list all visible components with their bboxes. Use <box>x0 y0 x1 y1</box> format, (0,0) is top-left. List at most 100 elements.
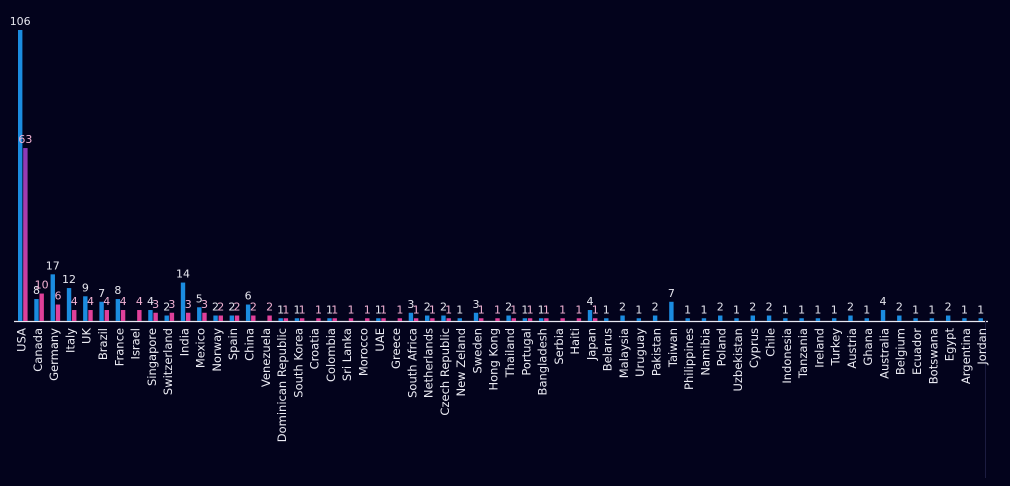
value-label-series1-13: 2 <box>228 301 235 314</box>
bar-series2-2 <box>55 304 61 321</box>
bars-layer <box>18 30 983 321</box>
x-tick-label: South Korea <box>291 328 305 398</box>
bar-series1-35 <box>587 310 593 321</box>
value-label-series1-11: 5 <box>196 292 203 305</box>
bar-series2-0 <box>23 148 28 321</box>
bar-series1-25 <box>425 315 430 321</box>
value-label-series2-13: 2 <box>234 301 241 314</box>
bar-series2-18 <box>316 318 321 321</box>
x-tick-label: UK <box>80 328 94 344</box>
value-label-series2-21: 1 <box>364 303 371 316</box>
x-tick-label: Indonesia <box>780 328 794 384</box>
value-label-series2-22: 1 <box>380 303 387 316</box>
value-label-series1-27: 1 <box>456 303 463 316</box>
value-label-series1-10: 14 <box>176 268 190 281</box>
value-label-series1-30: 2 <box>505 301 512 314</box>
value-label-series1-8: 4 <box>147 295 154 308</box>
value-label-series2-0: 63 <box>18 133 32 146</box>
value-label-series1-14: 6 <box>245 290 252 303</box>
x-tick-label: Belarus <box>601 328 615 371</box>
x-tick-label: Italy <box>63 328 77 353</box>
bar-series1-32 <box>538 318 544 321</box>
x-tick-label: Turkey <box>829 328 843 367</box>
value-label-series2-28: 1 <box>478 303 485 316</box>
bar-series2-19 <box>332 318 337 321</box>
bar-series2-31 <box>527 318 533 321</box>
value-label-series1-6: 8 <box>114 284 121 297</box>
x-tick-label: Uzbekistan <box>731 328 745 392</box>
bar-series2-7 <box>137 310 142 321</box>
value-label-series1-56: 1 <box>928 303 935 316</box>
bar-series2-14 <box>251 315 256 321</box>
x-tick-label: Jordan <box>975 328 989 366</box>
bar-series1-53 <box>880 310 886 321</box>
bar-series1-24 <box>408 312 414 321</box>
value-label-series1-5: 7 <box>98 287 105 300</box>
x-tick-label: Czech Republic <box>438 328 452 416</box>
value-label-series1-26: 2 <box>440 301 447 314</box>
value-label-series1-42: 1 <box>700 303 707 316</box>
value-label-series1-17: 1 <box>293 303 300 316</box>
x-tick-label: Tanzania <box>796 328 810 379</box>
value-label-series1-50: 1 <box>831 303 838 316</box>
x-tick-label: Canada <box>31 328 45 372</box>
x-tick-label: Sri Lanka <box>340 328 354 381</box>
value-label-series1-9: 2 <box>163 301 170 314</box>
bar-series1-46 <box>766 315 772 321</box>
bar-series1-26 <box>441 315 446 321</box>
bar-series2-21 <box>365 318 370 321</box>
bar-series1-43 <box>718 315 723 321</box>
value-label-series1-37: 2 <box>619 301 626 314</box>
bar-series1-42 <box>701 318 707 321</box>
value-label-series2-35: 1 <box>592 303 599 316</box>
x-tick-label: Thailand <box>503 328 517 378</box>
x-tick-label: Spain <box>226 328 240 360</box>
bar-series1-41 <box>685 318 690 321</box>
x-tick-label: Venezuela <box>259 328 273 387</box>
value-label-series1-3: 12 <box>62 273 76 286</box>
bar-series2-9 <box>169 312 175 321</box>
value-label-series2-30: 1 <box>510 303 517 316</box>
bar-series1-4 <box>83 296 88 321</box>
value-label-series2-8: 3 <box>152 298 159 311</box>
bar-series1-47 <box>783 318 788 321</box>
value-label-series2-2: 6 <box>54 290 61 303</box>
x-tick-label: Norway <box>210 328 224 372</box>
value-label-series2-4: 4 <box>87 295 94 308</box>
value-label-series1-12: 2 <box>212 301 219 314</box>
value-label-series1-51: 2 <box>847 301 854 314</box>
value-label-series1-22: 1 <box>375 303 382 316</box>
x-tick-label: China <box>243 328 257 361</box>
value-label-series1-57: 2 <box>945 301 952 314</box>
bar-series2-23 <box>397 318 403 321</box>
x-tick-label: Switzerland <box>161 328 175 395</box>
value-label-series1-48: 1 <box>798 303 805 316</box>
bar-series1-3 <box>66 288 72 321</box>
value-label-series2-33: 1 <box>559 303 566 316</box>
value-label-series1-16: 1 <box>277 303 284 316</box>
bar-series1-16 <box>278 318 283 321</box>
value-label-series1-36: 1 <box>603 303 610 316</box>
x-tick-label: Mexico <box>194 328 208 368</box>
bar-series1-19 <box>327 318 332 321</box>
bar-series1-56 <box>929 318 935 321</box>
x-tick-label: Portugal <box>519 328 533 376</box>
value-label-series2-31: 1 <box>527 303 534 316</box>
value-label-series2-24: 1 <box>413 303 420 316</box>
x-tick-label: Ghana <box>861 328 875 366</box>
bar-series1-1 <box>34 299 39 321</box>
x-tick-label: Morocco <box>356 328 370 376</box>
x-tick-label: Sweden <box>470 328 484 373</box>
bar-series2-26 <box>446 318 451 321</box>
bar-series1-39 <box>652 315 658 321</box>
value-label-series1-19: 1 <box>326 303 333 316</box>
bar-series1-30 <box>506 315 511 321</box>
x-tick-label: Singapore <box>145 328 159 386</box>
x-tick-label: USA <box>15 328 29 352</box>
bar-series1-48 <box>799 318 804 321</box>
value-label-series2-26: 1 <box>445 303 452 316</box>
value-label-series2-32: 1 <box>543 303 550 316</box>
bar-series1-45 <box>750 315 755 321</box>
bar-series1-6 <box>115 299 121 321</box>
